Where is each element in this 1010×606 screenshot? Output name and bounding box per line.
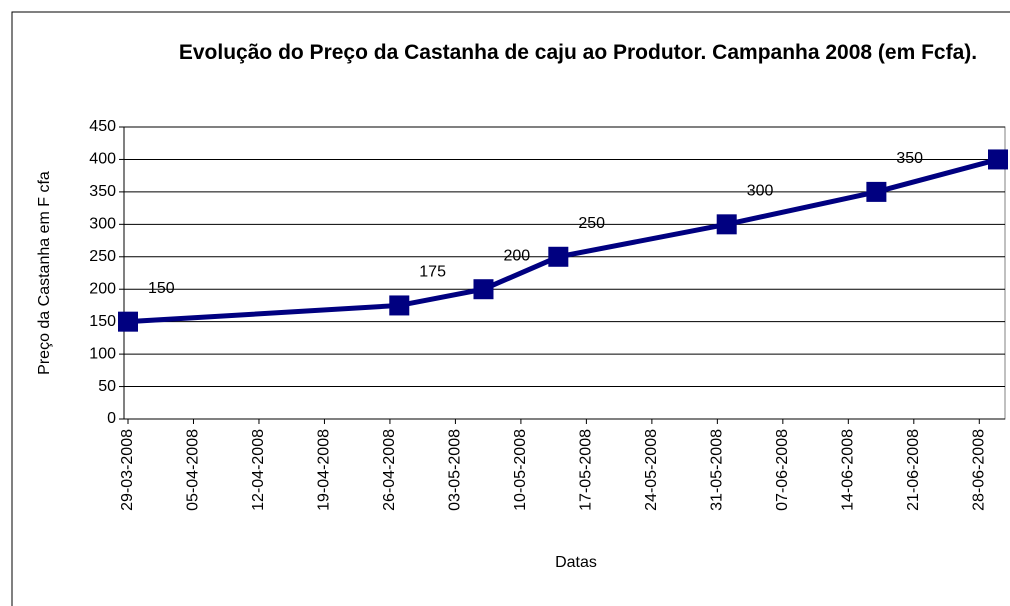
data-label: 300 [747, 183, 774, 200]
marker [473, 279, 494, 300]
x-tick-label: 28-06-2008 [971, 429, 988, 511]
x-tick-label: 24-05-2008 [643, 429, 660, 511]
x-tick-label: 29-03-2008 [119, 429, 136, 511]
y-axis-label: Preço da Castanha em F cfa [36, 171, 53, 375]
marker [988, 149, 1008, 170]
data-label: 200 [503, 247, 530, 264]
data-label: 250 [578, 215, 605, 232]
marker [118, 311, 138, 332]
x-tick-label: 14-06-2008 [840, 429, 857, 511]
marker [866, 181, 887, 202]
y-tick-label: 150 [89, 313, 116, 330]
y-tick-label: 350 [89, 183, 116, 200]
x-tick-label: 19-04-2008 [316, 429, 333, 511]
marker [548, 246, 569, 267]
data-label: 350 [896, 150, 923, 167]
x-axis-label: Datas [555, 554, 597, 571]
x-tick-label: 07-06-2008 [774, 429, 791, 511]
y-tick-label: 250 [89, 248, 116, 265]
marker [716, 214, 737, 235]
y-tick-label: 50 [98, 378, 116, 395]
y-tick-label: 300 [89, 216, 116, 233]
x-tick-label: 05-04-2008 [185, 429, 202, 511]
x-tick-label: 21-06-2008 [905, 429, 922, 511]
chart-border [11, 11, 1010, 606]
x-tick-label: 03-05-2008 [447, 429, 464, 511]
x-tick-label: 12-04-2008 [250, 429, 267, 511]
x-tick-label: 31-05-2008 [709, 429, 726, 511]
marker [389, 295, 410, 316]
x-tick-label: 17-05-2008 [578, 429, 595, 511]
y-tick-label: 100 [89, 345, 116, 362]
plot-area [123, 126, 1006, 420]
y-tick-label: 400 [89, 151, 116, 168]
y-tick-label: 0 [107, 410, 116, 427]
data-label: 150 [148, 280, 175, 297]
y-tick-label: 200 [89, 280, 116, 297]
data-label: 175 [419, 264, 446, 281]
x-tick-label: 10-05-2008 [512, 429, 529, 511]
y-tick-label: 450 [89, 118, 116, 135]
x-tick-label: 26-04-2008 [381, 429, 398, 511]
chart-title: Evolução do Preço da Castanha de caju ao… [178, 41, 978, 64]
